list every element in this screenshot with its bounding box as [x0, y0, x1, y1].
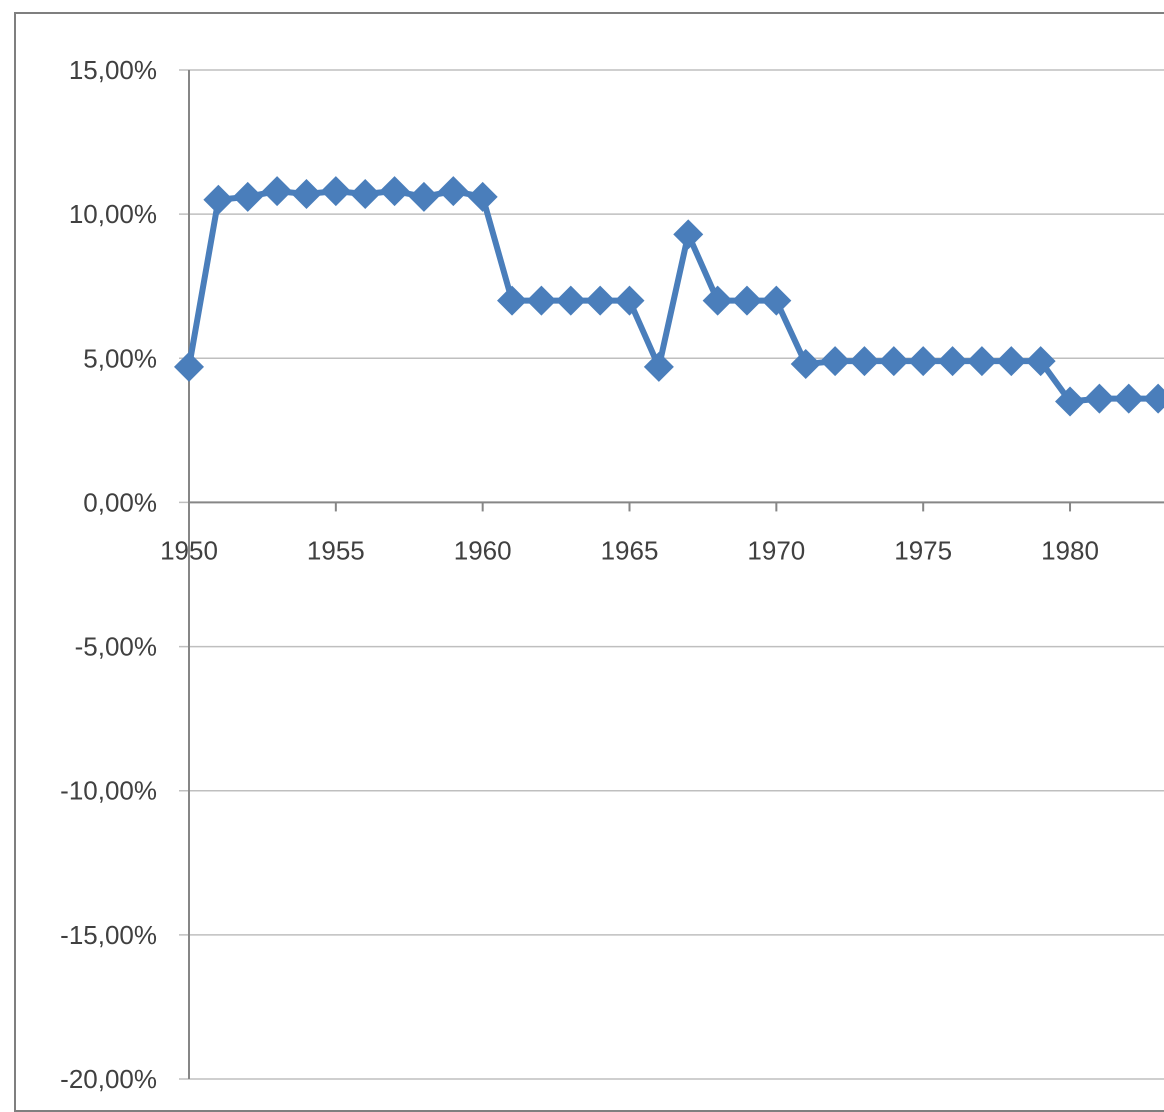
y-tick-label: 0,00%: [83, 487, 157, 517]
data-point-1968: [702, 285, 733, 316]
data-point-1980: [1055, 386, 1086, 417]
data-point-1956: [350, 178, 381, 209]
data-point-1964: [585, 285, 616, 316]
data-point-1976: [937, 346, 968, 377]
data-point-1958: [408, 181, 439, 212]
x-tick-label: 1975: [894, 535, 952, 565]
data-point-1977: [966, 346, 997, 377]
data-point-1981: [1084, 383, 1115, 414]
data-point-1983: [1143, 383, 1164, 414]
data-point-1960: [467, 181, 498, 212]
data-point-1982: [1113, 383, 1144, 414]
data-point-1971: [790, 349, 821, 380]
axes: [188, 70, 1164, 1079]
data-point-1957: [379, 176, 410, 207]
data-point-1959: [438, 176, 469, 207]
data-point-1967: [673, 219, 704, 250]
data-point-1973: [849, 346, 880, 377]
data-point-1965: [614, 285, 645, 316]
y-tick-labels: 15,00% 10,00% 5,00% 0,00% -5,00% -10,00% -15,0…: [60, 55, 157, 1094]
data-point-1970: [761, 285, 792, 316]
data-point-1961: [497, 285, 528, 316]
data-point-1953: [262, 176, 293, 207]
data-point-1950: [174, 351, 204, 382]
gridlines: [179, 69, 1164, 1080]
series-group: [174, 176, 1164, 417]
x-tick-labels: 1950 1955 1960 1965 1970 1975 1980: [160, 502, 1099, 565]
x-tick-label: 1950: [160, 535, 218, 565]
data-point-1951: [203, 184, 234, 215]
data-point-1952: [232, 181, 263, 212]
y-tick-label: 15,00%: [69, 55, 157, 85]
data-point-1955: [320, 176, 351, 207]
data-point-1963: [555, 285, 586, 316]
y-tick-label: -5,00%: [75, 632, 157, 662]
chart-frame: [14, 12, 1164, 1112]
data-point-1978: [996, 346, 1027, 377]
x-tick-label: 1970: [747, 535, 805, 565]
y-tick-label: 5,00%: [83, 343, 157, 373]
x-tick-label: 1980: [1041, 535, 1099, 565]
data-point-1962: [526, 285, 557, 316]
data-point-1969: [731, 285, 762, 316]
data-point-1975: [908, 346, 939, 377]
x-tick-label: 1955: [307, 535, 365, 565]
y-tick-label: -10,00%: [60, 776, 157, 806]
y-tick-label: -15,00%: [60, 920, 157, 950]
y-tick-label: -20,00%: [60, 1064, 157, 1094]
data-point-1979: [1025, 346, 1056, 377]
data-point-1954: [291, 178, 322, 209]
data-point-1966: [643, 351, 674, 382]
data-point-1972: [820, 346, 851, 377]
x-tick-label: 1965: [601, 535, 659, 565]
y-tick-label: 10,00%: [69, 199, 157, 229]
data-point-1974: [878, 346, 909, 377]
x-tick-label: 1960: [454, 535, 512, 565]
